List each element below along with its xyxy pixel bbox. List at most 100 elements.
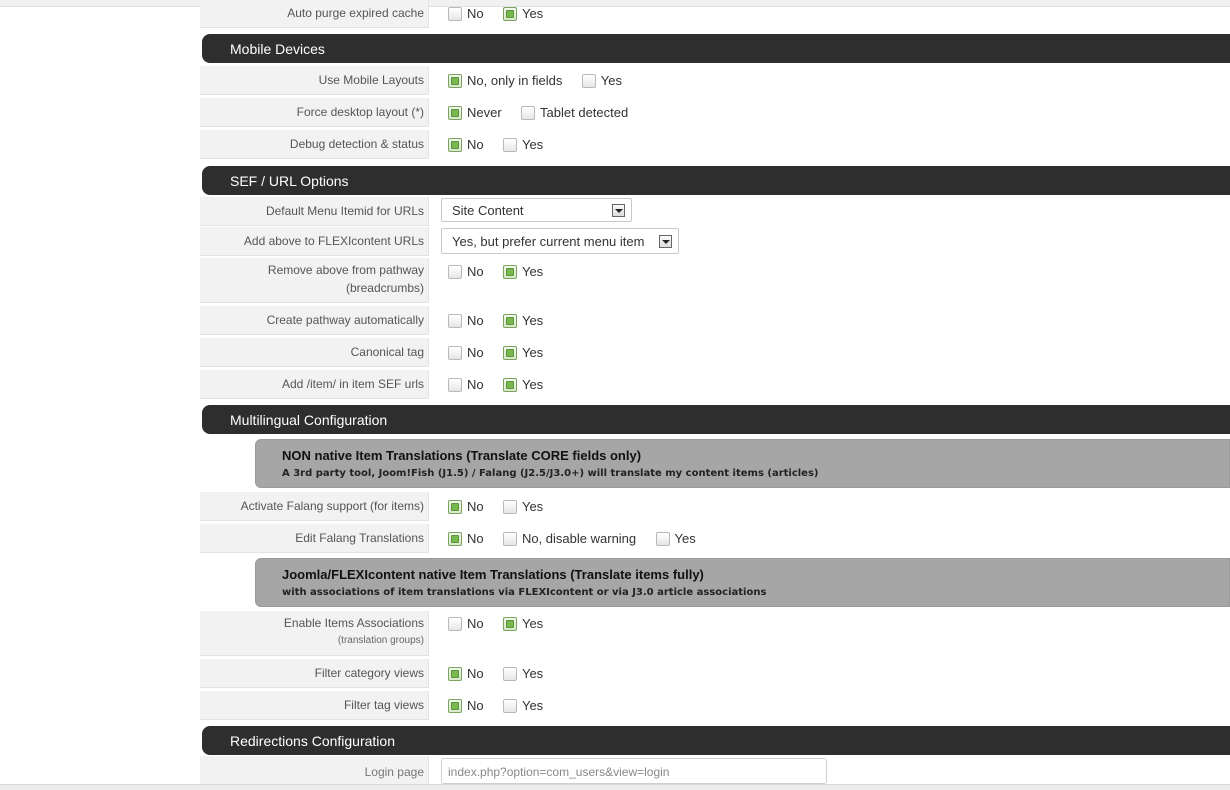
auto-purge-no[interactable]: No bbox=[448, 6, 484, 21]
checkbox-checked[interactable] bbox=[448, 698, 462, 713]
add-item-sef-no[interactable]: No bbox=[448, 377, 484, 392]
edit-falang-no[interactable]: No bbox=[448, 531, 484, 546]
remove-above-yes[interactable]: Yes bbox=[502, 264, 543, 279]
checkbox-checked[interactable] bbox=[502, 616, 517, 631]
checkbox-checked[interactable] bbox=[502, 264, 517, 279]
force-desktop-tablet[interactable]: Tablet detected bbox=[521, 105, 628, 120]
edit-falang-yes[interactable]: Yes bbox=[655, 531, 696, 546]
row-activate-falang: Activate Falang support (for items) No Y… bbox=[200, 492, 1230, 521]
infobox-non-native-translations: NON native Item Translations (Translate … bbox=[255, 439, 1230, 488]
checkbox-checked[interactable] bbox=[502, 345, 517, 360]
enable-associations-no[interactable]: No bbox=[448, 616, 484, 631]
checkbox-unchecked[interactable] bbox=[502, 698, 517, 713]
checkbox-checked[interactable] bbox=[448, 137, 462, 152]
checkbox-unchecked[interactable] bbox=[448, 377, 462, 392]
infobox-title: Joomla/FLEXIcontent native Item Translat… bbox=[282, 567, 704, 582]
section-title: SEF / URL Options bbox=[230, 173, 349, 189]
checkbox-unchecked[interactable] bbox=[521, 105, 536, 120]
checkbox-unchecked[interactable] bbox=[655, 531, 670, 546]
auto-purge-yes[interactable]: Yes bbox=[502, 6, 543, 21]
checkbox-unchecked[interactable] bbox=[502, 137, 517, 152]
checkbox-checked[interactable] bbox=[502, 313, 517, 328]
checkbox-checked[interactable] bbox=[448, 531, 462, 546]
label-cell: Auto purge expired cache bbox=[200, 0, 429, 28]
row-filter-category: Filter category views No Yes bbox=[200, 659, 1230, 688]
force-desktop-never[interactable]: Never bbox=[448, 105, 502, 120]
checkbox-unchecked[interactable] bbox=[448, 264, 462, 279]
row-use-mobile: Use Mobile Layouts No, only in fields Ye… bbox=[200, 66, 1230, 95]
create-pathway-yes[interactable]: Yes bbox=[502, 313, 543, 328]
select-value: Site Content bbox=[452, 203, 524, 218]
checkbox-unchecked[interactable] bbox=[502, 499, 517, 514]
create-pathway-options: No Yes bbox=[448, 313, 559, 333]
use-mobile-options: No, only in fields Yes bbox=[448, 73, 638, 93]
activate-falang-yes[interactable]: Yes bbox=[502, 499, 543, 514]
checkbox-checked[interactable] bbox=[448, 105, 462, 120]
section-title: Redirections Configuration bbox=[230, 733, 395, 749]
remove-above-no[interactable]: No bbox=[448, 264, 484, 279]
filter-category-yes[interactable]: Yes bbox=[502, 666, 543, 681]
enable-associations-yes[interactable]: Yes bbox=[502, 616, 543, 631]
checkbox-unchecked[interactable] bbox=[448, 6, 462, 21]
remove-above-options: No Yes bbox=[448, 264, 559, 284]
activate-falang-no[interactable]: No bbox=[448, 499, 484, 514]
canonical-no[interactable]: No bbox=[448, 345, 484, 360]
edit-falang-options: No No, disable warning Yes bbox=[448, 531, 712, 551]
use-mobile-yes[interactable]: Yes bbox=[581, 73, 622, 88]
checkbox-checked[interactable] bbox=[502, 6, 517, 21]
input-value: index.php?option=com_users&view=login bbox=[448, 765, 670, 779]
create-pathway-no[interactable]: No bbox=[448, 313, 484, 328]
checkbox-unchecked[interactable] bbox=[581, 73, 596, 88]
add-item-sef-options: No Yes bbox=[448, 377, 559, 397]
chevron-down-icon[interactable] bbox=[612, 204, 625, 217]
row-login-page: Login page index.php?option=com_users&vi… bbox=[200, 756, 1230, 785]
section-redirections: Redirections Configuration bbox=[202, 726, 1230, 755]
add-above-select[interactable]: Yes, but prefer current menu item bbox=[441, 228, 679, 254]
row-debug-detection: Debug detection & status No Yes bbox=[200, 130, 1230, 159]
label-add-above: Add above to FLEXIcontent URLs bbox=[243, 234, 424, 248]
chevron-down-icon[interactable] bbox=[659, 235, 672, 248]
default-itemid-select[interactable]: Site Content bbox=[441, 198, 632, 222]
use-mobile-no[interactable]: No, only in fields bbox=[448, 73, 562, 88]
row-edit-falang: Edit Falang Translations No No, disable … bbox=[200, 524, 1230, 553]
filter-tag-no[interactable]: No bbox=[448, 698, 484, 713]
row-create-pathway: Create pathway automatically No Yes bbox=[200, 306, 1230, 335]
row-default-itemid: Default Menu Itemid for URLs Site Conten… bbox=[200, 197, 1230, 226]
checkbox-unchecked[interactable] bbox=[448, 345, 462, 360]
checkbox-checked[interactable] bbox=[502, 377, 517, 392]
checkbox-unchecked[interactable] bbox=[448, 616, 462, 631]
checkbox-unchecked[interactable] bbox=[448, 313, 462, 328]
row-add-above: Add above to FLEXIcontent URLs Yes, but … bbox=[200, 227, 1230, 256]
infobox-native-translations: Joomla/FLEXIcontent native Item Translat… bbox=[255, 558, 1230, 607]
edit-falang-no-disable-warning[interactable]: No, disable warning bbox=[502, 531, 636, 546]
infobox-description: A 3rd party tool, Joom!Fish (J1.5) / Fal… bbox=[282, 468, 819, 479]
canonical-options: No Yes bbox=[448, 345, 559, 365]
label-canonical: Canonical tag bbox=[350, 345, 424, 359]
bottom-strip bbox=[0, 784, 1230, 790]
infobox-description: with associations of item translations v… bbox=[282, 587, 767, 598]
label-create-pathway: Create pathway automatically bbox=[266, 313, 424, 327]
login-page-input[interactable]: index.php?option=com_users&view=login bbox=[441, 758, 827, 784]
checkbox-checked[interactable] bbox=[448, 666, 462, 681]
auto-purge-options: No Yes bbox=[448, 6, 559, 26]
checkbox-unchecked[interactable] bbox=[502, 666, 517, 681]
section-title: Mobile Devices bbox=[230, 41, 325, 57]
label-filter-tag: Filter tag views bbox=[343, 698, 424, 712]
filter-category-options: No Yes bbox=[448, 666, 559, 686]
filter-category-no[interactable]: No bbox=[448, 666, 484, 681]
canonical-yes[interactable]: Yes bbox=[502, 345, 543, 360]
label-enable-associations: Enable Items Associations (translation g… bbox=[283, 616, 424, 646]
checkbox-checked[interactable] bbox=[448, 73, 462, 88]
add-item-sef-yes[interactable]: Yes bbox=[502, 377, 543, 392]
force-desktop-options: Never Tablet detected bbox=[448, 105, 644, 125]
row-canonical: Canonical tag No Yes bbox=[200, 338, 1230, 367]
checkbox-checked[interactable] bbox=[448, 499, 462, 514]
debug-detection-no[interactable]: No bbox=[448, 137, 484, 152]
activate-falang-options: No Yes bbox=[448, 499, 559, 519]
label-remove-above: Remove above from pathway (breadcrumbs) bbox=[267, 263, 424, 295]
row-remove-above: Remove above from pathway (breadcrumbs) … bbox=[200, 258, 1230, 303]
checkbox-unchecked[interactable] bbox=[502, 531, 517, 546]
debug-detection-yes[interactable]: Yes bbox=[502, 137, 543, 152]
filter-tag-options: No Yes bbox=[448, 698, 559, 718]
filter-tag-yes[interactable]: Yes bbox=[502, 698, 543, 713]
